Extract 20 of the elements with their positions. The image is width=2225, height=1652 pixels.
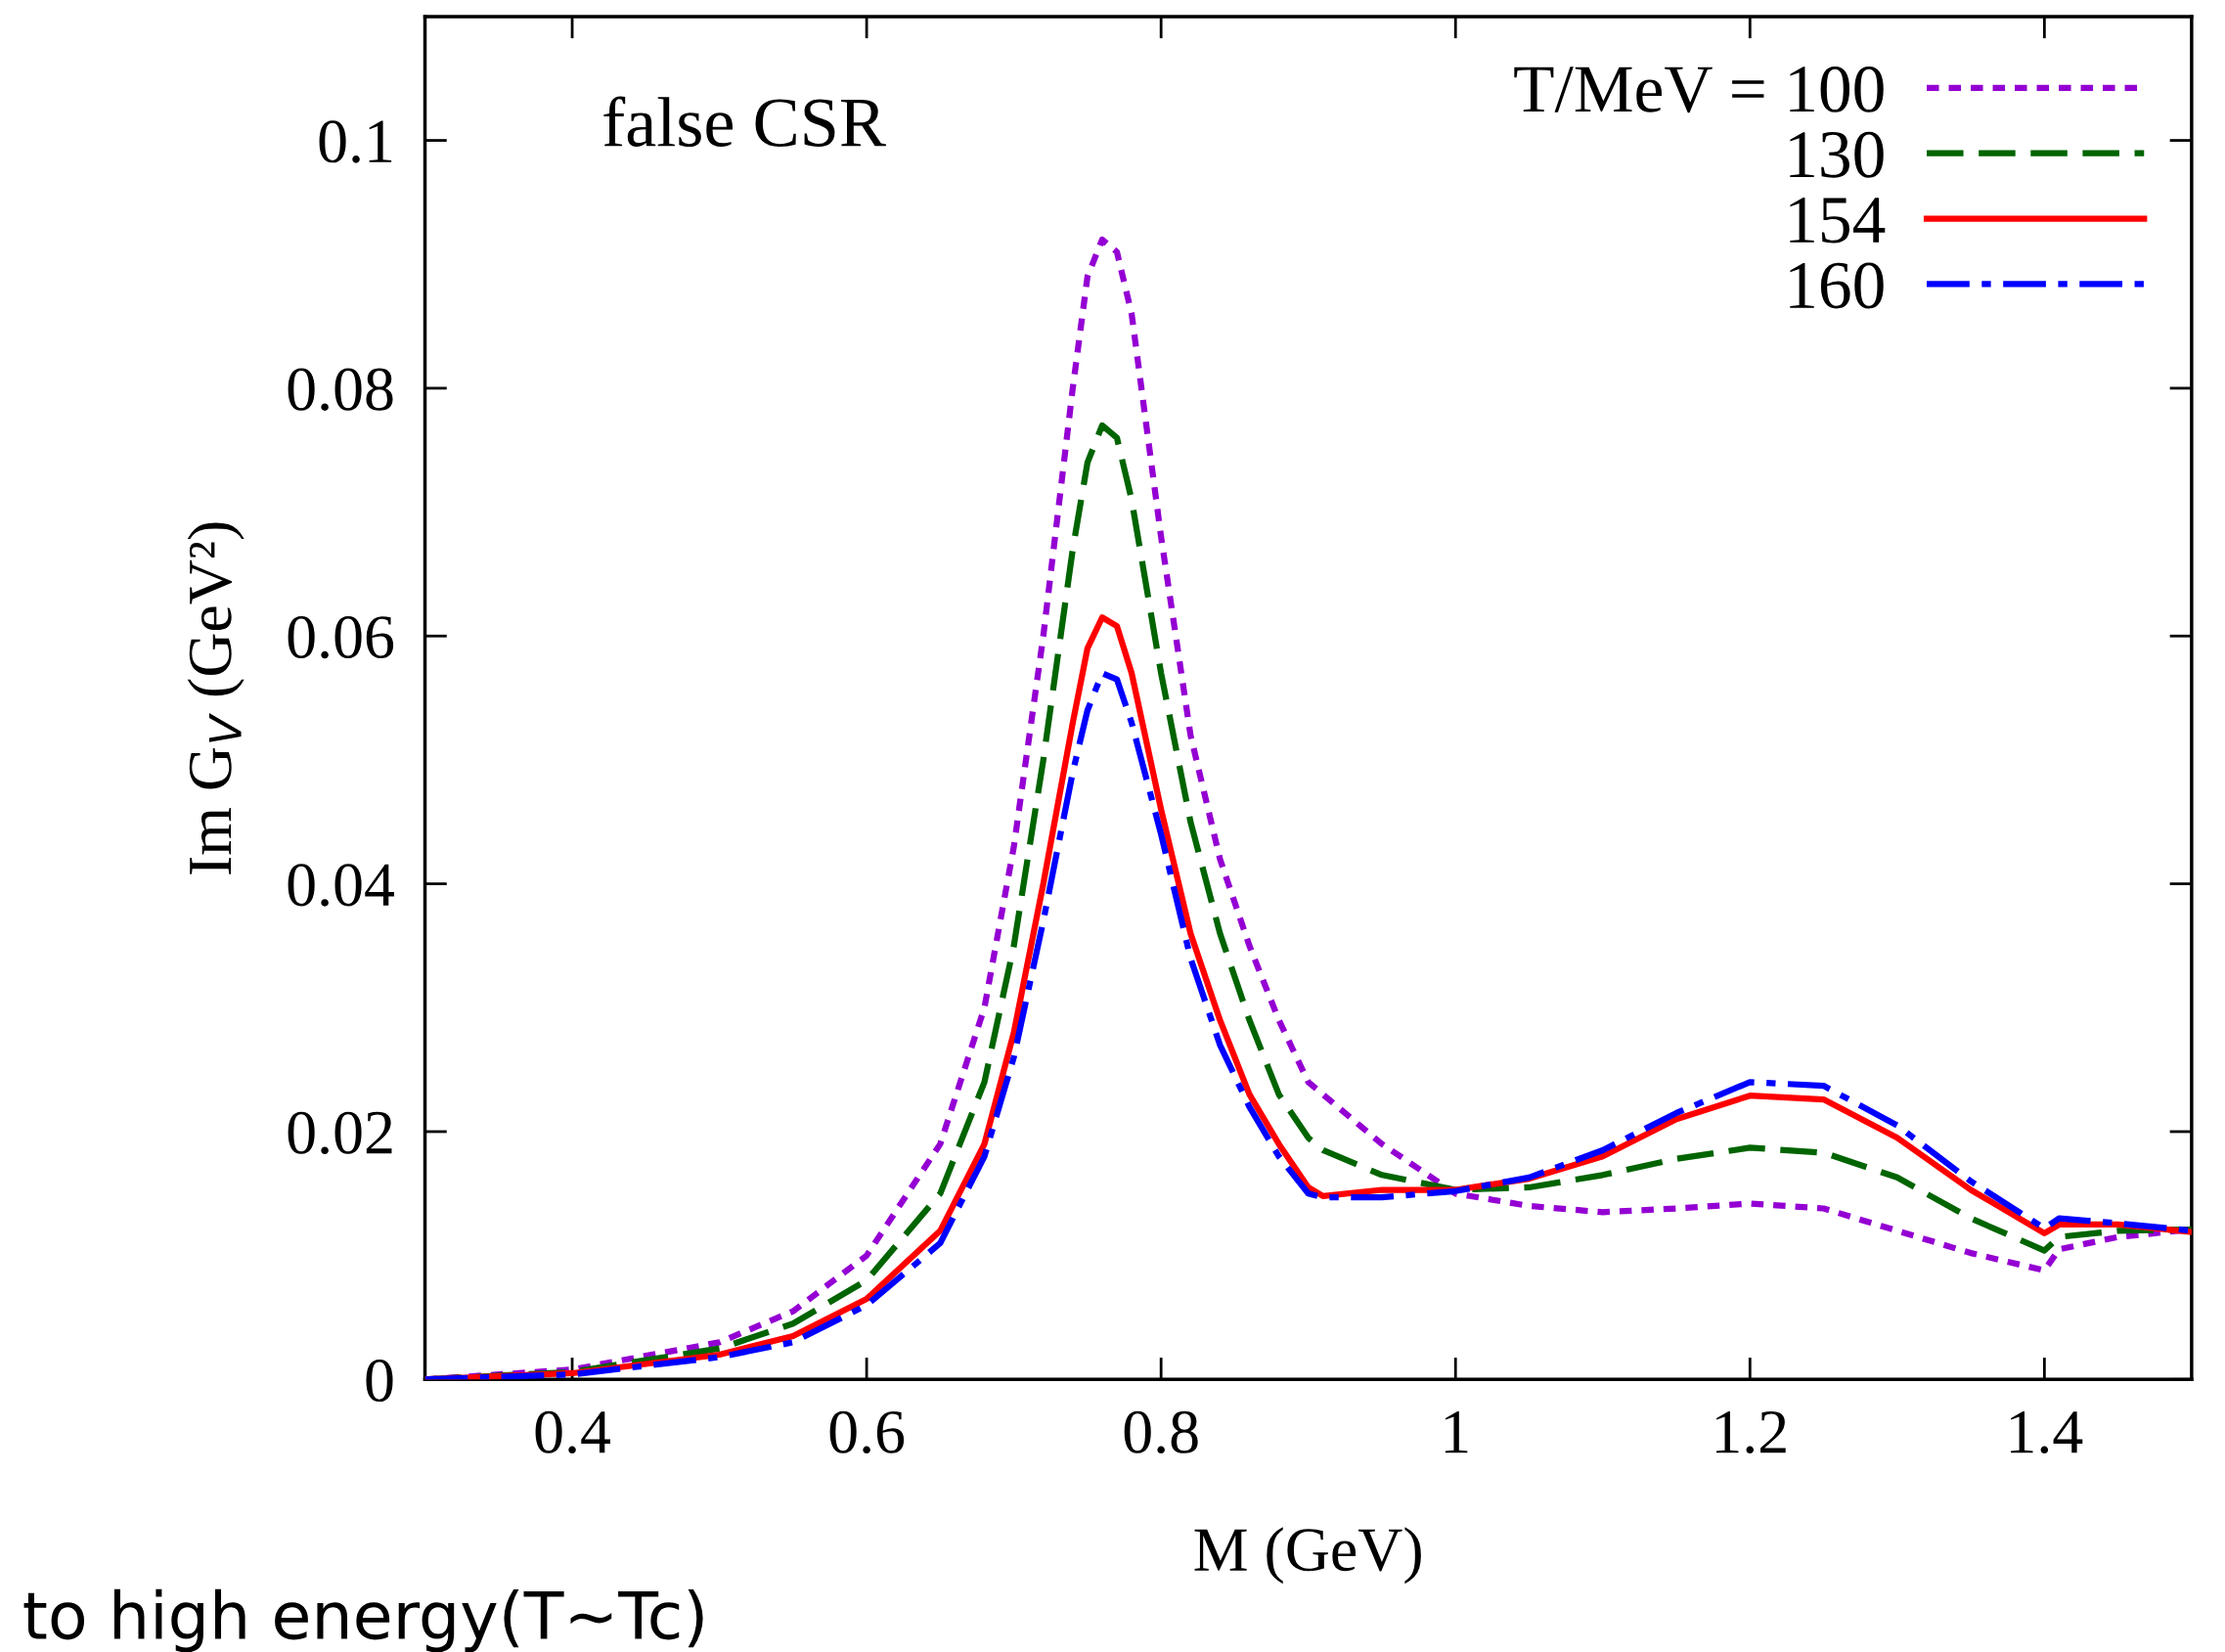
y-axis-title: Im G$_{V}$ (GeV²) xyxy=(187,522,245,874)
x-tick-label: 1 xyxy=(1445,1411,1468,1453)
legend-label: T/MeV = 100 xyxy=(1514,66,1884,113)
text: to high energy(T~Tc) xyxy=(23,1588,703,1652)
y-tick-label: 0.04 xyxy=(288,864,394,907)
y-tick-label: 0 xyxy=(366,1360,393,1403)
x-tick-label: 0.6 xyxy=(829,1410,905,1454)
x-axis-title: M (GeV) xyxy=(1194,1527,1421,1585)
y-tick-label: 0.02 xyxy=(288,1111,392,1155)
legend-label: 154 xyxy=(1790,198,1886,244)
x-tick-label: 1.2 xyxy=(1715,1410,1786,1454)
annotation: false CSR xyxy=(603,96,886,147)
y-tick-label: 0.08 xyxy=(288,368,393,411)
legend-label: 160 xyxy=(1790,262,1884,309)
x-tick-label: 0.4 xyxy=(535,1410,610,1454)
y-tick-label: 0.06 xyxy=(288,615,394,659)
legend-label: 130 xyxy=(1790,131,1884,178)
x-tick-label: 0.8 xyxy=(1124,1410,1198,1454)
x-tick-label: 1.4 xyxy=(2011,1411,2083,1454)
y-tick-label: 0.1 xyxy=(319,120,392,163)
